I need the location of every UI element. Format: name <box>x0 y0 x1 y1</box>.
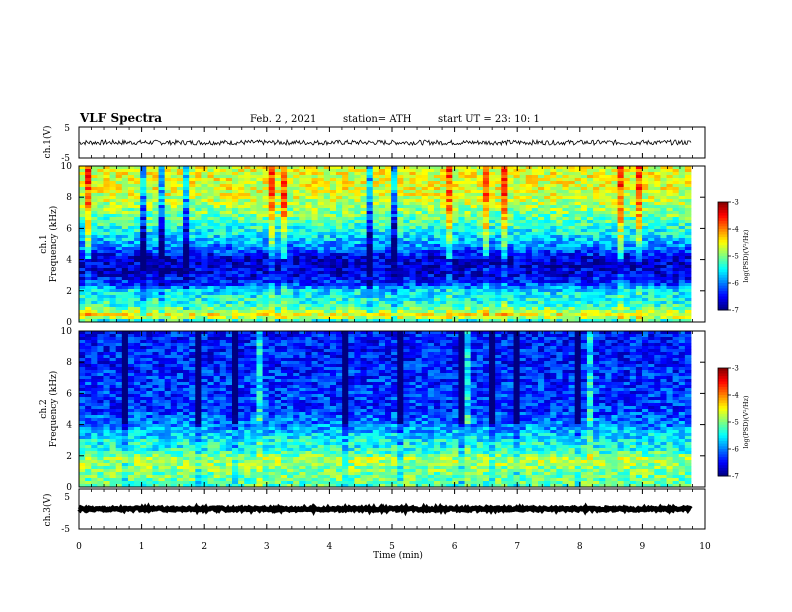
spec2-ytick: 0 <box>66 483 72 493</box>
ch1-ytick-bottom: -5 <box>61 154 70 164</box>
ch2-spectrogram-panel: 0 2 4 6 8 10 ch.2 Frequency (kHz) <box>39 327 706 493</box>
ch2-spectrogram-ylabel-2: Frequency (kHz) <box>48 371 59 448</box>
spec1-ytick: 8 <box>66 193 72 203</box>
spec1-ytick: 10 <box>61 162 73 172</box>
x-tick-label: 2 <box>201 542 207 552</box>
spec2-ytick: 2 <box>66 452 72 462</box>
cb1-tick: -6 <box>732 280 739 288</box>
header-date: Feb. 2 , 2021 <box>250 114 316 125</box>
x-tick-label: 10 <box>699 542 711 552</box>
figure-title: VLF Spectra <box>79 111 162 125</box>
time-axis-ticks: 0 1 2 3 4 5 6 7 8 9 10 <box>76 127 711 552</box>
x-tick-label: 0 <box>76 542 82 552</box>
spec1-ytick: 6 <box>66 224 72 234</box>
x-axis-label: Time (min) <box>373 550 423 561</box>
cb2-tick: -6 <box>732 446 739 454</box>
x-tick-label: 7 <box>514 542 520 552</box>
ch1-waveform-line <box>78 138 692 147</box>
ch1-waveform-panel: 5 -5 ch.1(V) <box>42 124 706 164</box>
ch3-ytick-top: 5 <box>64 493 70 503</box>
cb1-label: log(PSD)(V²/Hz) <box>742 229 750 282</box>
cb1-tick: -3 <box>732 199 739 207</box>
ch1-colorbar: -3 -4 -5 -6 -7 log(PSD)(V²/Hz) <box>717 199 750 315</box>
ch3-waveform-panel: 5 -5 ch.3(V) <box>42 488 706 535</box>
x-tick-label: 8 <box>577 542 583 552</box>
ch2-spectrogram-image <box>79 331 705 488</box>
spec1-ytick: 4 <box>66 256 72 266</box>
spec1-ytick: 0 <box>66 318 72 328</box>
x-tick-label: 5 <box>389 542 395 552</box>
spec2-ytick: 4 <box>66 421 72 431</box>
spec2-ytick: 8 <box>66 358 72 368</box>
cb2-tick: -5 <box>732 419 739 427</box>
ch1-spectrogram-ylabel-2: Frequency (kHz) <box>48 206 59 283</box>
ch2-spectrogram-ylabel-1: ch.2 <box>39 399 49 418</box>
x-tick-label: 9 <box>640 542 646 552</box>
ch1-spectrogram-ylabel-1: ch.1 <box>39 234 49 253</box>
ch3-waveform-line <box>77 502 693 517</box>
x-tick-label: 6 <box>452 542 458 552</box>
spec2-ytick: 6 <box>66 389 72 399</box>
spec1-ytick: 2 <box>66 287 72 297</box>
header-station: station= ATH <box>343 114 412 125</box>
ch1-waveform-ylabel: ch.1(V) <box>42 126 53 159</box>
cb1-tick: -4 <box>732 226 739 234</box>
cb2-tick: -4 <box>732 392 739 400</box>
cb2-label: log(PSD)(V²/Hz) <box>742 395 750 448</box>
ch2-colorbar: -3 -4 -5 -6 -7 log(PSD)(V²/Hz) <box>717 365 750 481</box>
cb1-tick: -5 <box>732 253 739 261</box>
cb1-tick: -7 <box>732 307 739 315</box>
x-tick-label: 4 <box>327 542 333 552</box>
ch3-waveform-ylabel: ch.3(V) <box>42 494 53 527</box>
header-start-time: start UT = 23: 10: 1 <box>438 114 540 125</box>
cb2-tick: -3 <box>732 365 739 373</box>
ch1-spectrogram-image <box>79 166 705 323</box>
ch3-ytick-bottom: -5 <box>61 525 70 535</box>
x-tick-label: 1 <box>139 542 145 552</box>
x-tick-label: 3 <box>264 542 270 552</box>
spec2-ytick: 10 <box>61 327 73 337</box>
cb2-tick: -7 <box>732 473 739 481</box>
ch1-spectrogram-panel: 0 2 4 6 8 10 ch.1 Frequency (kHz) <box>39 162 706 328</box>
ch1-ytick-top: 5 <box>64 124 70 134</box>
